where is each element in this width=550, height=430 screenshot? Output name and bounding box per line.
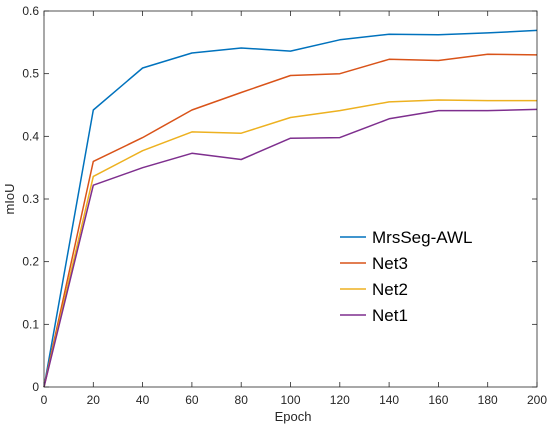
y-tick-label: 0.1 [22, 317, 39, 331]
legend-label-mrsseg-awl: MrsSeg-AWL [372, 228, 472, 247]
x-tick-label: 140 [379, 393, 399, 407]
series-line-net2 [43, 99, 537, 388]
y-tick-label: 0.6 [22, 4, 39, 18]
x-tick-label: 0 [41, 393, 48, 407]
x-tick-label: 160 [428, 393, 448, 407]
series-line-net1 [43, 108, 538, 388]
tick-labels: 0 20 40 60 80 100 120 140 160 180 200 0 0.1 0.2 0.3 0.4… [22, 4, 547, 407]
plot-frame [43, 10, 538, 388]
y-axis-label: mIoU [2, 183, 17, 214]
y-tick-label: 0.4 [22, 129, 39, 143]
x-tick-label: 20 [87, 393, 101, 407]
series-line-net3 [43, 53, 538, 388]
y-tick-label: 0.5 [22, 67, 39, 81]
legend-label-net2: Net2 [372, 280, 408, 299]
x-tick-label: 200 [527, 393, 547, 407]
x-tick-label: 40 [136, 393, 150, 407]
x-axis-label: Epoch [275, 409, 312, 424]
legend: MrsSeg-AWL Net3 Net2 Net1 [340, 228, 472, 325]
series-lines [43, 29, 538, 388]
x-tick-label: 60 [185, 393, 199, 407]
legend-label-net1: Net1 [372, 306, 408, 325]
x-tick-label: 180 [478, 393, 498, 407]
legend-label-net3: Net3 [372, 254, 408, 273]
axes [43, 10, 538, 388]
x-tick-label: 80 [235, 393, 249, 407]
y-tick-label: 0.2 [22, 255, 39, 269]
x-tick-label: 120 [330, 393, 350, 407]
y-tick-label: 0 [32, 380, 39, 394]
y-tick-label: 0.3 [22, 192, 39, 206]
series-line-mrsseg-awl [43, 29, 538, 388]
x-tick-label: 100 [280, 393, 300, 407]
